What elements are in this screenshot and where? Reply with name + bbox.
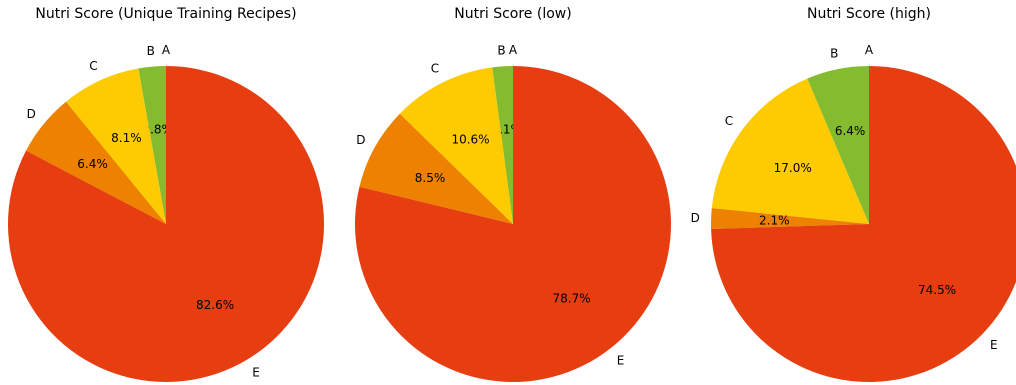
slice-label-a: A xyxy=(865,43,874,57)
slice-label-a: A xyxy=(509,43,518,57)
slice-percent-c: 17.0% xyxy=(774,161,812,175)
slice-label-d: D xyxy=(356,133,365,147)
slice-label-e: E xyxy=(252,366,260,380)
pie-slice-c xyxy=(65,68,166,224)
pie-slice-e xyxy=(354,66,671,382)
pie-slice-e xyxy=(7,66,324,382)
slice-percent-c: 10.6% xyxy=(451,132,489,146)
chart-title: Nutri Score (low) xyxy=(454,6,571,22)
slice-label-c: C xyxy=(725,114,733,128)
slice-percent-e: 74.5% xyxy=(918,283,956,297)
slice-percent-b: 2.8% xyxy=(142,123,173,137)
pie-slice-e xyxy=(711,66,1016,382)
slice-percent-d: 8.5% xyxy=(415,171,446,185)
slice-label-d: D xyxy=(691,211,700,225)
pie-chart-2: Nutri Score (low)A0.0%B2.1%C10.6%D8.5%E7… xyxy=(354,6,671,382)
slice-label-e: E xyxy=(617,354,625,368)
slice-percent-b: 6.4% xyxy=(835,124,866,138)
slice-percent-e: 78.7% xyxy=(553,292,591,306)
pie-slice-b xyxy=(807,66,869,224)
chart-title: Nutri Score (high) xyxy=(807,6,931,22)
slice-percent-e: 82.6% xyxy=(196,298,234,312)
slice-label-b: B xyxy=(497,44,505,58)
slice-label-a: A xyxy=(162,43,171,57)
pie-chart-1: Nutri Score (Unique Training Recipes)A0.… xyxy=(7,6,324,382)
slice-label-d: D xyxy=(27,107,36,121)
slice-label-c: C xyxy=(431,62,439,76)
pie-chart-3: Nutri Score (high)A0.0%B6.4%C17.0%D2.1%E… xyxy=(691,6,1016,382)
pie-slice-b xyxy=(492,66,513,224)
slice-percent-c: 8.1% xyxy=(111,131,142,145)
pie-slice-d xyxy=(359,113,513,224)
chart-title: Nutri Score (Unique Training Recipes) xyxy=(35,6,296,22)
pie-slice-d xyxy=(26,101,166,224)
slice-label-c: C xyxy=(89,59,97,73)
slice-label-b: B xyxy=(830,47,838,61)
slice-percent-d: 6.4% xyxy=(77,157,108,171)
pie-slice-d xyxy=(711,208,869,229)
pie-slice-b xyxy=(138,66,166,224)
pie-slice-c xyxy=(399,67,513,224)
pie-slice-c xyxy=(711,78,869,224)
slice-label-b: B xyxy=(147,44,155,58)
slice-label-e: E xyxy=(990,338,998,352)
slice-percent-d: 2.1% xyxy=(759,214,790,228)
